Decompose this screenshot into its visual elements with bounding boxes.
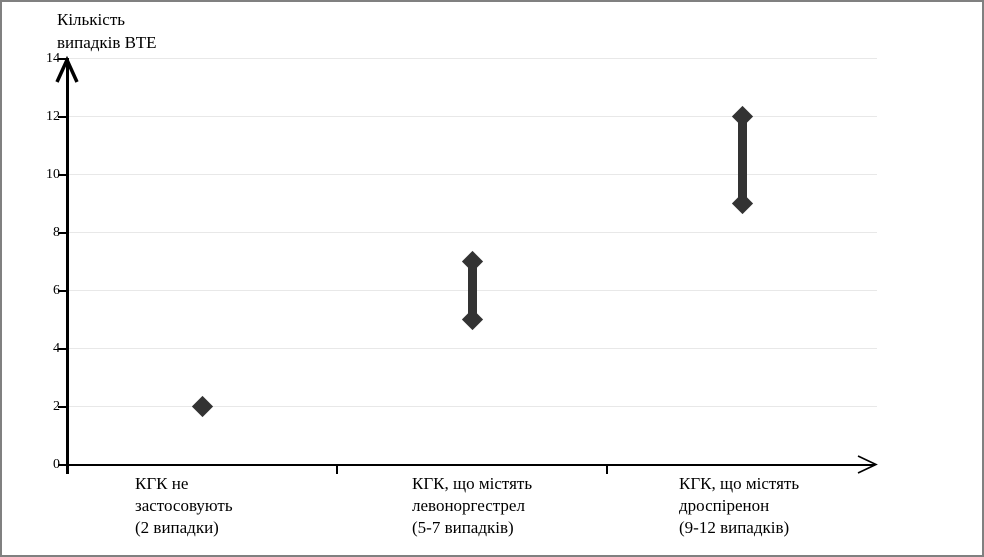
y-axis-line bbox=[65, 62, 69, 474]
y-axis-tick bbox=[58, 463, 69, 466]
y-axis-title: Кількість випадків ВТЕ bbox=[57, 8, 157, 54]
y-tick-label: 14 bbox=[46, 50, 60, 66]
y-axis-title-line-2: випадків ВТЕ bbox=[57, 33, 157, 52]
x-axis-tick bbox=[336, 464, 338, 474]
category-label: КГК, що містять дроспіренон (9-12 випадків… bbox=[679, 473, 799, 539]
category-label-line: КГК не bbox=[135, 474, 189, 493]
y-axis-tick bbox=[58, 347, 69, 350]
data-point-diamond bbox=[461, 308, 483, 331]
y-axis-tick bbox=[58, 115, 69, 118]
y-tick-label: 8 bbox=[53, 224, 60, 240]
category-label-line: (2 випадки) bbox=[135, 518, 219, 537]
gridline bbox=[67, 348, 877, 349]
gridline bbox=[67, 116, 877, 117]
y-axis-tick bbox=[58, 173, 69, 176]
y-axis-title-line-1: Кількість bbox=[57, 10, 126, 29]
y-tick-label: 2 bbox=[53, 398, 60, 414]
data-point-diamond bbox=[461, 250, 483, 273]
y-axis-tick bbox=[58, 231, 69, 234]
y-axis-tick bbox=[58, 289, 69, 292]
y-tick-label: 0 bbox=[53, 456, 60, 472]
range-bar bbox=[467, 261, 477, 320]
x-axis-tick bbox=[606, 464, 608, 474]
y-tick-label: 12 bbox=[46, 108, 60, 124]
category-label-line: дроспіренон bbox=[679, 496, 770, 515]
category-label-line: застосовують bbox=[135, 496, 233, 515]
gridline bbox=[67, 406, 877, 407]
category-label-line: левоноргестрел bbox=[412, 496, 525, 515]
gridline bbox=[67, 174, 877, 175]
data-point-diamond bbox=[191, 395, 213, 418]
category-label: КГК не застосовують (2 випадки) bbox=[135, 473, 233, 539]
category-label-line: (9-12 випадків) bbox=[679, 518, 790, 537]
category-label-line: КГК, що містять bbox=[412, 474, 533, 493]
y-axis-tick bbox=[58, 405, 69, 408]
x-axis-line bbox=[67, 463, 875, 466]
gridline bbox=[67, 58, 877, 59]
range-bar bbox=[737, 116, 747, 204]
gridline bbox=[67, 232, 877, 233]
y-tick-label: 4 bbox=[53, 340, 60, 356]
data-point-diamond bbox=[731, 192, 753, 215]
category-label-line: (5-7 випадків) bbox=[412, 518, 514, 537]
y-tick-label: 6 bbox=[53, 282, 60, 298]
category-label: КГК, що містять левоноргестрел (5-7 випадк… bbox=[412, 473, 532, 539]
data-point-diamond bbox=[731, 105, 753, 128]
y-tick-label: 10 bbox=[46, 166, 60, 182]
category-label-line: КГК, що містять bbox=[679, 474, 800, 493]
